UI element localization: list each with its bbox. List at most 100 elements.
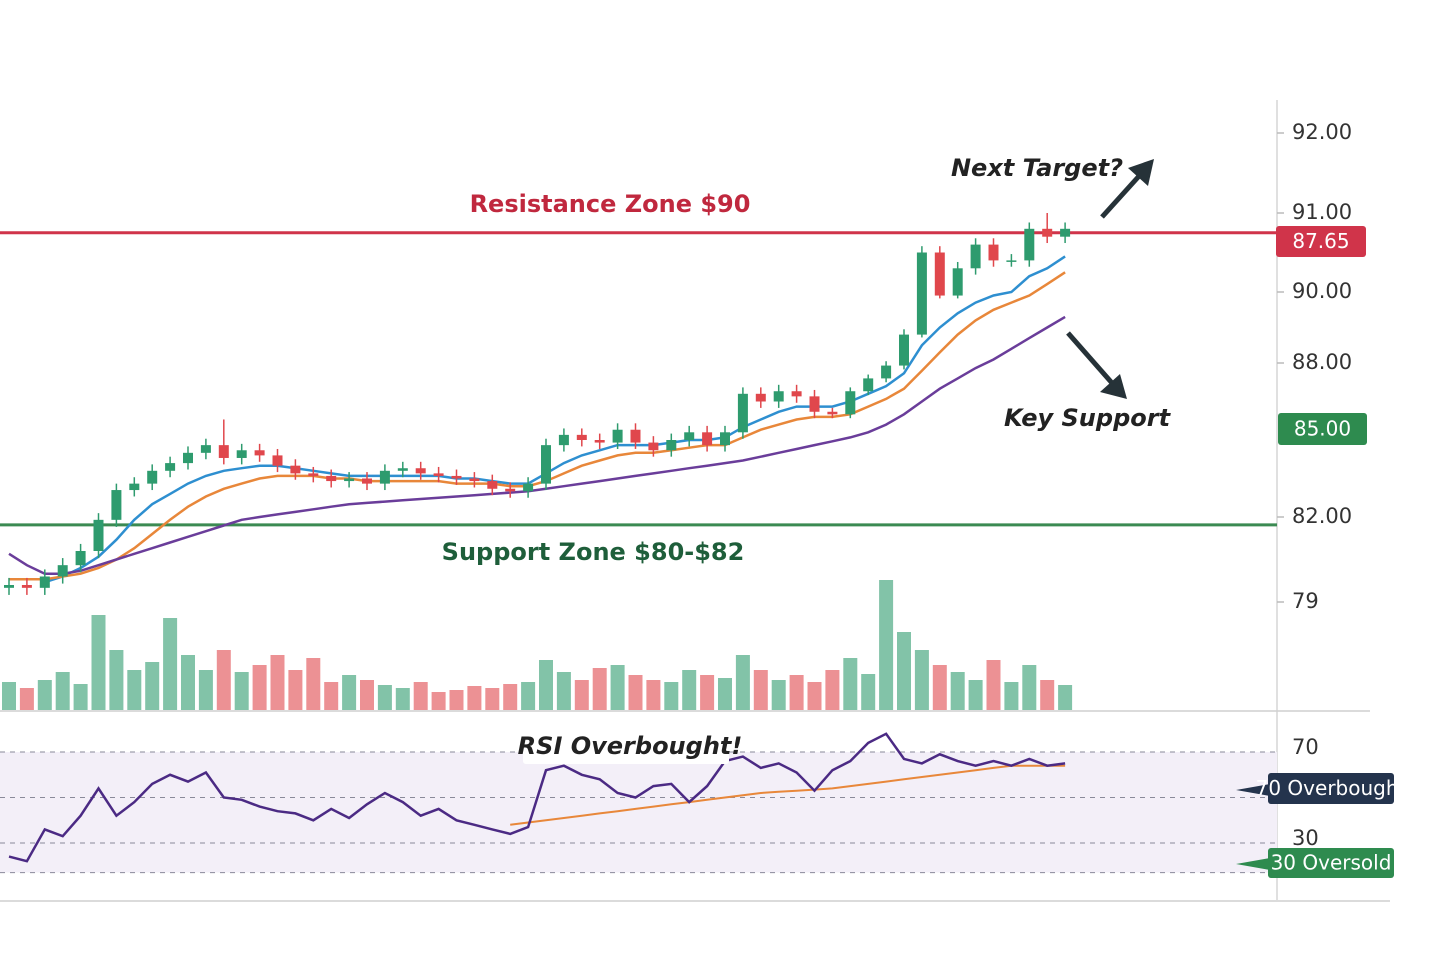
volume-bar [700,675,715,710]
candle-body [183,452,193,464]
volume-bar [735,655,750,710]
candle-body [1006,260,1017,262]
candle-body [952,268,963,296]
volume-bar [342,675,357,710]
support-badge: 85.00 [1294,417,1351,441]
candle-body [218,445,229,458]
volume-bar [521,682,536,710]
volume-bar [718,678,732,710]
candle-body [773,391,784,402]
candle-body [469,478,480,482]
volume-bar [932,665,947,710]
rsi-tick-label: 70 [1292,735,1319,759]
candle-body [487,481,498,489]
price-badge-bg [1276,226,1366,257]
candle-body [236,450,247,458]
volume-bar [879,580,894,710]
oversold-badge: 30 Oversold [1271,851,1392,875]
volume-bar [198,670,213,710]
rsi-tick-label: 30 [1292,826,1319,850]
oversold-badge-bg [1268,848,1394,878]
volume-bar [1004,682,1019,710]
rsi-ma-line [510,764,1066,826]
candle-body [916,252,927,335]
volume-bar [467,686,482,710]
candle-body [290,465,301,474]
volume-bar [574,680,589,710]
volume-bar [413,682,428,710]
arrow-key-support [1066,331,1127,399]
volume-bar [485,688,500,710]
volume-bar [181,655,195,710]
key-support-label: Key Support [1004,404,1172,432]
candle-body [576,434,587,440]
candle-body [308,473,319,476]
candle-body [505,488,516,492]
candle-body [630,429,641,443]
overbought-pointer [1236,784,1270,796]
oversold-pointer [1236,858,1270,870]
candle-body [558,434,569,446]
candle-body [720,432,730,446]
candle-body [272,455,283,466]
candle-body [970,244,981,269]
volume-bar [127,670,142,710]
volume-bar [861,674,876,710]
volume-bar [395,688,410,710]
volume-bar [646,680,661,710]
candle-body [988,244,999,261]
candle-body [827,411,838,415]
volume-bar [807,682,822,710]
support-badge-bg [1278,413,1367,445]
y-tick-label: 82.00 [1292,504,1352,528]
overbought-badge: 70 Overbought [1256,776,1407,800]
candle-body [93,519,104,551]
volume-bar [431,692,446,710]
candle-body [523,483,534,492]
volume-bar [19,688,34,710]
price-badge: 87.65 [1292,229,1349,253]
overbought-badge-bg [1268,773,1394,804]
volume-bar [1040,680,1055,710]
volume-bar [163,618,178,710]
volume-bar [324,682,339,710]
candle-body [362,478,372,484]
candle-body [702,432,713,446]
y-tick-label: 91.00 [1292,200,1352,224]
volume-bar [771,680,786,710]
candle-body [791,391,802,397]
candle-body [684,432,695,440]
candle-body [1042,228,1053,237]
volume-bar [539,660,553,710]
candle-body [397,468,408,471]
candle-body [737,393,748,433]
volume-bar [270,655,285,710]
volume-bar [234,672,249,710]
volume-bar [449,690,464,710]
volume-bar [91,615,106,710]
volume-bar [252,665,267,710]
y-tick-label: 88.00 [1292,350,1352,374]
volume-bar [306,658,321,710]
y-tick-label: 79 [1292,589,1319,613]
candle-body [1060,228,1071,237]
volume-bar [897,632,911,710]
candle-body [254,450,265,456]
candle-body [4,585,14,588]
volume-bar [145,662,160,710]
volume-bar [288,670,303,710]
candle-body [755,393,766,402]
candle-body [147,470,158,484]
volume-bar [55,672,70,710]
candle-body [200,445,211,453]
volume-bar [556,672,571,710]
next-target-label: Next Target? [951,154,1123,182]
moving-average [9,271,1066,581]
candle-body [541,445,551,484]
moving-average [44,255,1066,584]
candle-body [648,442,659,451]
rsi-annotation: RSI Overbought! [518,732,743,760]
volume-bar [592,668,607,710]
volume-bar [216,650,231,710]
